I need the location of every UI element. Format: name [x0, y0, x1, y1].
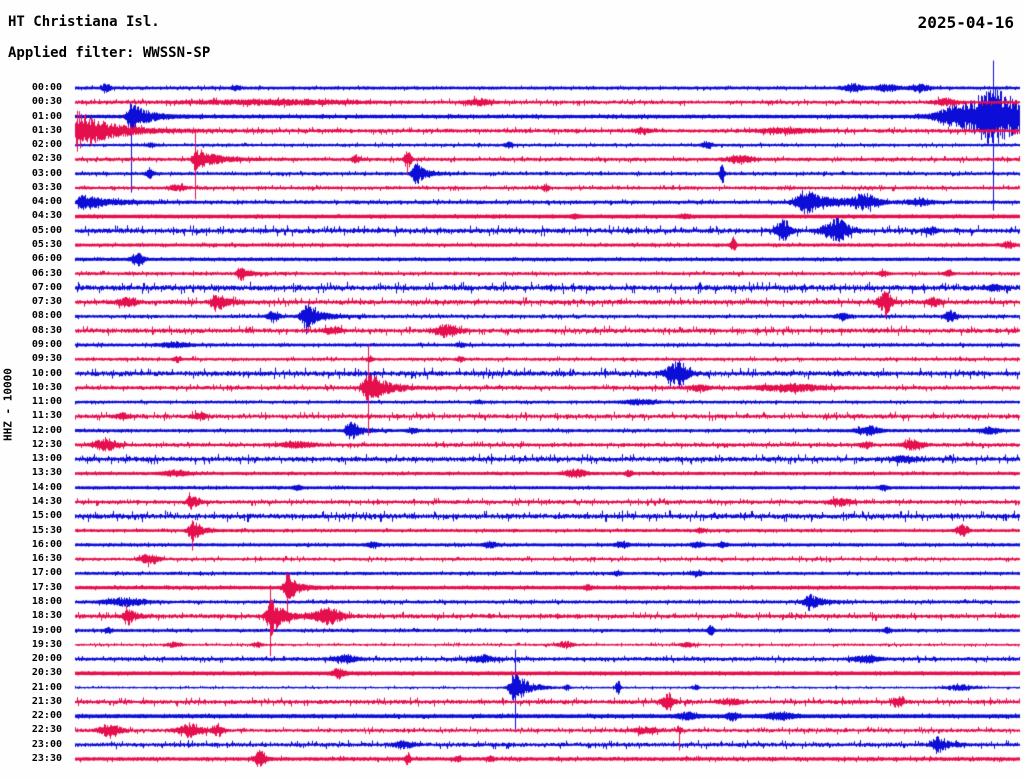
- time-label-0900: 09:00: [31, 338, 62, 350]
- time-label-1630: 16:30: [31, 553, 62, 565]
- time-label-2230: 22:30: [31, 724, 62, 736]
- time-label-2130: 21:30: [31, 695, 62, 707]
- time-label-1030: 10:30: [31, 381, 62, 393]
- station-title: HT Christiana Isl.: [8, 14, 160, 30]
- time-label-1500: 15:00: [31, 510, 62, 522]
- time-label-0700: 07:00: [31, 281, 62, 293]
- time-label-0500: 05:00: [31, 224, 62, 236]
- time-label-0030: 00:30: [31, 96, 62, 108]
- time-label-0300: 03:00: [31, 167, 62, 179]
- time-label-1530: 15:30: [31, 524, 62, 536]
- applied-filter-label: Applied filter: WWSSN-SP: [8, 45, 211, 61]
- time-label-1800: 18:00: [31, 595, 62, 607]
- time-label-2100: 21:00: [31, 681, 62, 693]
- time-label-0830: 08:30: [31, 324, 62, 336]
- time-label-0930: 09:30: [31, 353, 62, 365]
- time-label-2000: 20:00: [31, 653, 62, 665]
- time-label-1730: 17:30: [31, 581, 62, 593]
- time-label-0800: 08:00: [31, 310, 62, 322]
- time-label-0630: 06:30: [31, 267, 62, 279]
- time-label-0230: 02:30: [31, 153, 62, 165]
- time-label-1000: 10:00: [31, 367, 62, 379]
- time-label-1130: 11:30: [31, 410, 62, 422]
- time-label-1430: 14:30: [31, 496, 62, 508]
- time-label-0200: 02:00: [31, 139, 62, 151]
- time-label-1300: 13:00: [31, 453, 62, 465]
- time-label-0730: 07:30: [31, 296, 62, 308]
- time-label-2200: 22:00: [31, 710, 62, 722]
- time-label-1600: 16:00: [31, 538, 62, 550]
- time-label-1930: 19:30: [31, 638, 62, 650]
- time-label-0530: 05:30: [31, 239, 62, 251]
- time-label-0130: 01:30: [31, 124, 62, 136]
- time-label-0100: 01:00: [31, 110, 62, 122]
- time-label-2030: 20:30: [31, 667, 62, 679]
- time-label-0430: 04:30: [31, 210, 62, 222]
- time-label-1900: 19:00: [31, 624, 62, 636]
- time-label-1830: 18:30: [31, 610, 62, 622]
- time-label-0400: 04:00: [31, 196, 62, 208]
- time-label-1230: 12:30: [31, 438, 62, 450]
- time-label-1100: 11:00: [31, 396, 62, 408]
- time-label-0600: 06:00: [31, 253, 62, 265]
- time-label-2330: 23:30: [31, 753, 62, 764]
- time-label-0330: 03:30: [31, 181, 62, 193]
- time-label-1400: 14:00: [31, 481, 62, 493]
- date-label: 2025-04-16: [917, 13, 1014, 32]
- time-label-0000: 00:00: [31, 82, 62, 93]
- time-label-1330: 13:30: [31, 467, 62, 479]
- time-label-1700: 17:00: [31, 567, 62, 579]
- time-label-1200: 12:00: [31, 424, 62, 436]
- time-label-2300: 23:00: [31, 738, 62, 750]
